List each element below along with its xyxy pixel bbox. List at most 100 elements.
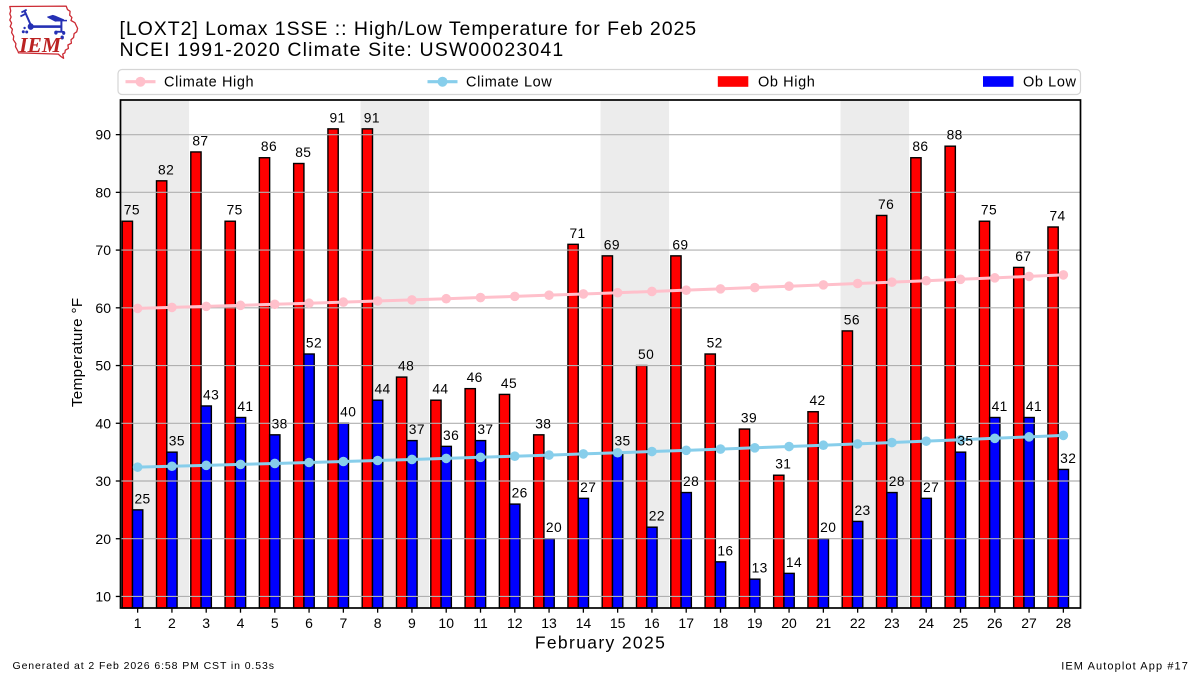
svg-text:Climate Low: Climate Low (466, 75, 552, 91)
svg-text:56: 56 (844, 312, 860, 327)
svg-text:40: 40 (340, 405, 356, 420)
svg-text:43: 43 (203, 387, 219, 402)
svg-text:52: 52 (306, 335, 322, 350)
svg-text:70: 70 (95, 242, 111, 258)
svg-text:Climate High: Climate High (164, 75, 254, 91)
svg-text:50: 50 (638, 347, 654, 362)
svg-text:75: 75 (981, 203, 997, 218)
svg-text:26: 26 (987, 615, 1003, 631)
svg-text:28: 28 (683, 474, 699, 489)
svg-text:41: 41 (1026, 399, 1042, 414)
svg-text:16: 16 (717, 543, 733, 558)
svg-text:21: 21 (816, 615, 832, 631)
svg-text:2: 2 (168, 615, 176, 631)
svg-text:23: 23 (884, 615, 900, 631)
svg-text:22: 22 (649, 509, 665, 524)
svg-text:18: 18 (713, 615, 729, 631)
svg-text:91: 91 (329, 110, 345, 125)
svg-text:22: 22 (850, 615, 866, 631)
svg-text:36: 36 (443, 428, 459, 443)
svg-text:9: 9 (408, 615, 416, 631)
svg-text:February 2025: February 2025 (535, 632, 666, 652)
svg-text:39: 39 (741, 411, 757, 426)
svg-text:71: 71 (569, 226, 585, 241)
svg-text:10: 10 (95, 589, 111, 605)
svg-text:NCEI 1991-2020 Climate Site: U: NCEI 1991-2020 Climate Site: USW00023041 (120, 39, 565, 61)
svg-text:46: 46 (467, 370, 483, 385)
svg-text:14: 14 (576, 615, 592, 631)
svg-text:25: 25 (134, 491, 150, 506)
svg-text:91: 91 (364, 110, 380, 125)
svg-text:1: 1 (134, 615, 142, 631)
svg-text:28: 28 (1056, 615, 1072, 631)
svg-text:76: 76 (878, 197, 894, 212)
svg-text:69: 69 (672, 237, 688, 252)
svg-text:40: 40 (95, 415, 111, 431)
svg-text:28: 28 (889, 474, 905, 489)
svg-text:48: 48 (398, 359, 414, 374)
svg-text:25: 25 (953, 615, 969, 631)
svg-text:37: 37 (409, 422, 425, 437)
svg-text:20: 20 (781, 615, 797, 631)
svg-text:27: 27 (923, 480, 939, 495)
svg-text:88: 88 (947, 128, 963, 143)
svg-text:50: 50 (95, 358, 111, 374)
svg-text:80: 80 (95, 184, 111, 200)
svg-text:82: 82 (158, 162, 174, 177)
svg-text:31: 31 (775, 457, 791, 472)
svg-text:23: 23 (854, 503, 870, 518)
svg-text:11: 11 (473, 615, 488, 631)
svg-text:75: 75 (124, 203, 140, 218)
svg-text:20: 20 (546, 520, 562, 535)
svg-text:87: 87 (192, 133, 208, 148)
svg-text:16: 16 (644, 615, 660, 631)
svg-text:Ob Low: Ob Low (1023, 75, 1077, 91)
svg-text:26: 26 (512, 486, 528, 501)
svg-text:Temperature °F: Temperature °F (69, 297, 86, 407)
svg-text:38: 38 (272, 416, 288, 431)
svg-text:52: 52 (707, 335, 723, 350)
svg-text:10: 10 (438, 615, 454, 631)
svg-text:4: 4 (237, 615, 245, 631)
svg-text:6: 6 (305, 615, 313, 631)
svg-text:IEM: IEM (18, 33, 62, 57)
svg-text:37: 37 (477, 422, 493, 437)
svg-text:35: 35 (169, 434, 185, 449)
svg-text:75: 75 (227, 203, 243, 218)
svg-text:13: 13 (541, 615, 557, 631)
svg-text:74: 74 (1049, 208, 1065, 223)
svg-text:67: 67 (1015, 249, 1031, 264)
svg-text:13: 13 (752, 561, 768, 576)
svg-text:5: 5 (271, 615, 279, 631)
svg-text:27: 27 (580, 480, 596, 495)
svg-text:44: 44 (374, 382, 390, 397)
svg-text:12: 12 (507, 615, 523, 631)
svg-text:20: 20 (820, 520, 836, 535)
svg-text:38: 38 (535, 416, 551, 431)
svg-text:60: 60 (95, 300, 111, 316)
svg-text:24: 24 (918, 615, 934, 631)
svg-text:35: 35 (614, 434, 630, 449)
svg-text:27: 27 (1021, 615, 1037, 631)
svg-text:Ob High: Ob High (758, 75, 815, 91)
svg-text:7: 7 (339, 615, 347, 631)
svg-text:42: 42 (809, 393, 825, 408)
svg-text:15: 15 (610, 615, 626, 631)
svg-text:45: 45 (501, 376, 517, 391)
svg-text:20: 20 (95, 531, 111, 547)
svg-text:19: 19 (747, 615, 763, 631)
svg-text:17: 17 (678, 615, 694, 631)
svg-text:IEM Autoplot App #17: IEM Autoplot App #17 (1061, 660, 1189, 672)
svg-text:30: 30 (95, 473, 111, 489)
svg-text:69: 69 (604, 237, 620, 252)
svg-text:8: 8 (374, 615, 382, 631)
svg-text:[LOXT2] Lomax 1SSE :: High/Low: [LOXT2] Lomax 1SSE :: High/Low Temperatu… (120, 18, 698, 40)
svg-text:41: 41 (992, 399, 1008, 414)
svg-text:14: 14 (786, 555, 802, 570)
svg-text:35: 35 (957, 434, 973, 449)
svg-text:90: 90 (95, 127, 111, 143)
svg-text:44: 44 (432, 382, 448, 397)
svg-text:86: 86 (261, 139, 277, 154)
svg-text:41: 41 (237, 399, 253, 414)
svg-text:85: 85 (295, 145, 311, 160)
